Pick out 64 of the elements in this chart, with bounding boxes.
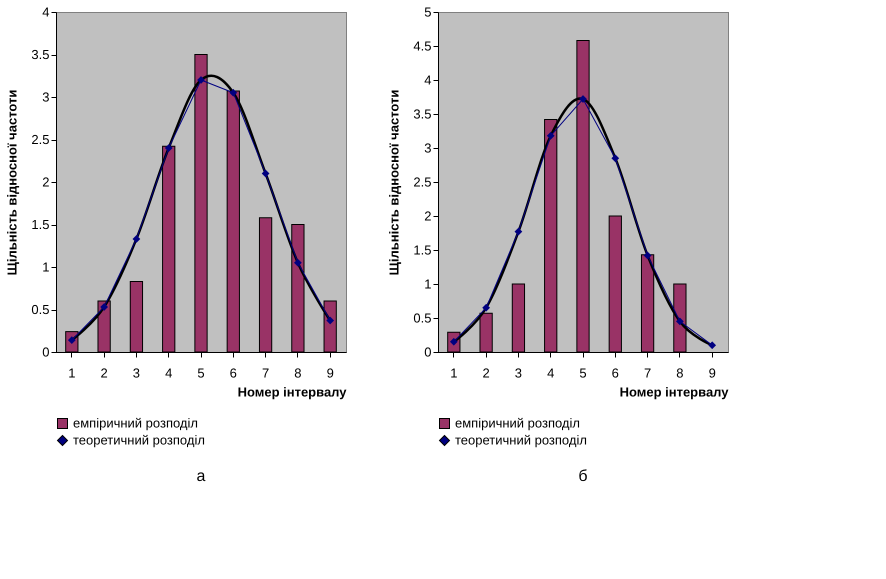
x-tick-label: 7 bbox=[262, 366, 270, 380]
point bbox=[262, 170, 270, 178]
point bbox=[100, 303, 108, 311]
point bbox=[132, 235, 140, 243]
x-tick-label: 2 bbox=[482, 366, 490, 380]
y-tick-label: 1 bbox=[424, 276, 432, 292]
y-tick-label: 0 bbox=[424, 344, 432, 360]
y-tick-label: 5 bbox=[424, 4, 432, 20]
point bbox=[546, 132, 555, 140]
y-axis-title: Щільність відносної частоти bbox=[4, 90, 20, 276]
x-tick-label: 8 bbox=[294, 366, 302, 380]
y-tick-label: 4.5 bbox=[413, 38, 432, 54]
x-tick-label: 3 bbox=[514, 366, 522, 380]
point bbox=[676, 318, 684, 326]
x-tick-label: 4 bbox=[165, 366, 172, 380]
legend-label: теоретичний розподіл bbox=[455, 432, 587, 448]
x-tick-label: 5 bbox=[579, 366, 587, 380]
x-tick-label: 9 bbox=[326, 366, 334, 380]
y-tick-label: 0.5 bbox=[413, 310, 432, 326]
legend-label: емпіричний розподіл bbox=[455, 416, 580, 430]
point bbox=[579, 95, 587, 103]
point bbox=[197, 76, 205, 84]
x-tick-label: 5 bbox=[197, 366, 205, 380]
x-tick-label: 1 bbox=[68, 366, 76, 380]
x-tick-label: 3 bbox=[132, 366, 140, 380]
x-tick-label: 6 bbox=[230, 366, 237, 380]
y-tick-label: 1.5 bbox=[31, 217, 50, 232]
x-axis-title: Номер інтервалу bbox=[620, 384, 730, 400]
point bbox=[514, 228, 522, 236]
point bbox=[294, 258, 302, 267]
y-tick-label: 4 bbox=[42, 4, 50, 20]
y-tick-label: 2.5 bbox=[413, 174, 432, 190]
point bbox=[482, 304, 490, 312]
y-tick-label: 2 bbox=[42, 174, 50, 190]
y-tick-label: 0 bbox=[42, 344, 50, 360]
y-tick-label: 3.5 bbox=[413, 106, 432, 122]
y-tick-label: 1.5 bbox=[413, 242, 432, 258]
x-tick-label: 1 bbox=[450, 366, 458, 380]
y-tick-label: 4 bbox=[424, 72, 432, 88]
x-tick-label: 2 bbox=[100, 366, 108, 380]
x-tick-label: 8 bbox=[676, 366, 684, 380]
y-tick-label: 0.5 bbox=[31, 302, 50, 317]
y-tick-label: 2.5 bbox=[31, 132, 50, 147]
legend-label: теоретичний розподіл bbox=[73, 432, 205, 448]
x-tick-label: 4 bbox=[547, 366, 554, 380]
x-tick-label: 7 bbox=[644, 366, 652, 380]
x-tick-label: 9 bbox=[708, 366, 716, 380]
y-tick-label: 3.5 bbox=[31, 47, 50, 62]
point bbox=[164, 144, 173, 152]
point bbox=[708, 341, 716, 350]
point bbox=[644, 252, 652, 260]
text: б bbox=[578, 468, 588, 485]
point bbox=[229, 88, 238, 97]
y-axis-title: Щільність відносної частоти bbox=[386, 90, 402, 276]
y-tick-label: 1 bbox=[42, 260, 50, 274]
y-tick-label: 3 bbox=[42, 90, 50, 104]
point bbox=[611, 154, 620, 162]
y-tick-label: 2 bbox=[424, 208, 432, 224]
text: а bbox=[196, 468, 206, 485]
point bbox=[326, 316, 334, 324]
y-tick-label: 3 bbox=[424, 140, 432, 156]
x-axis-title: Номер інтервалу bbox=[238, 384, 348, 400]
x-tick-label: 6 bbox=[612, 366, 619, 380]
legend-label: емпіричний розподіл bbox=[73, 416, 198, 430]
